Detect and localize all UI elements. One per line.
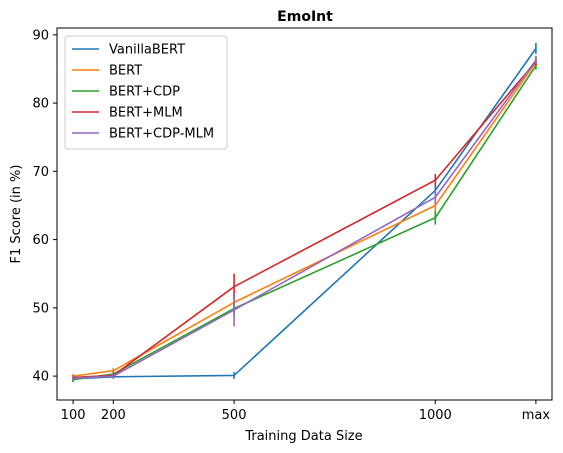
legend-label: BERT bbox=[109, 64, 142, 79]
y-axis-label: F1 Score (in %) bbox=[9, 165, 24, 264]
x-tick-label: 1000 bbox=[419, 408, 452, 423]
y-tick-label: 70 bbox=[32, 165, 49, 180]
legend-label: VanillaBERT bbox=[109, 43, 185, 58]
x-tick-label: 500 bbox=[222, 408, 247, 423]
x-tick-label: 100 bbox=[61, 408, 86, 423]
legend-label: BERT+CDP-MLM bbox=[109, 127, 214, 142]
x-tick-label: max bbox=[522, 408, 551, 423]
legend-frame bbox=[64, 35, 228, 150]
y-tick-label: 90 bbox=[32, 28, 49, 43]
y-tick-label: 60 bbox=[32, 233, 49, 248]
y-tick-label: 80 bbox=[32, 97, 49, 112]
x-axis-label: Training Data Size bbox=[244, 429, 362, 444]
legend: VanillaBERT BERT BERT+CDP BERT+MLM BERT+CDP-… bbox=[64, 35, 228, 150]
x-tick-label: 200 bbox=[101, 408, 126, 423]
legend-label: BERT+CDP bbox=[109, 85, 180, 100]
chart-title: EmoInt bbox=[277, 9, 333, 25]
y-tick-label: 50 bbox=[32, 301, 49, 316]
plot-area-frame bbox=[56, 27, 553, 401]
legend-label: BERT+MLM bbox=[109, 106, 183, 121]
y-tick-label: 40 bbox=[32, 370, 49, 385]
series-bert-cdp-mlm bbox=[72, 55, 537, 381]
